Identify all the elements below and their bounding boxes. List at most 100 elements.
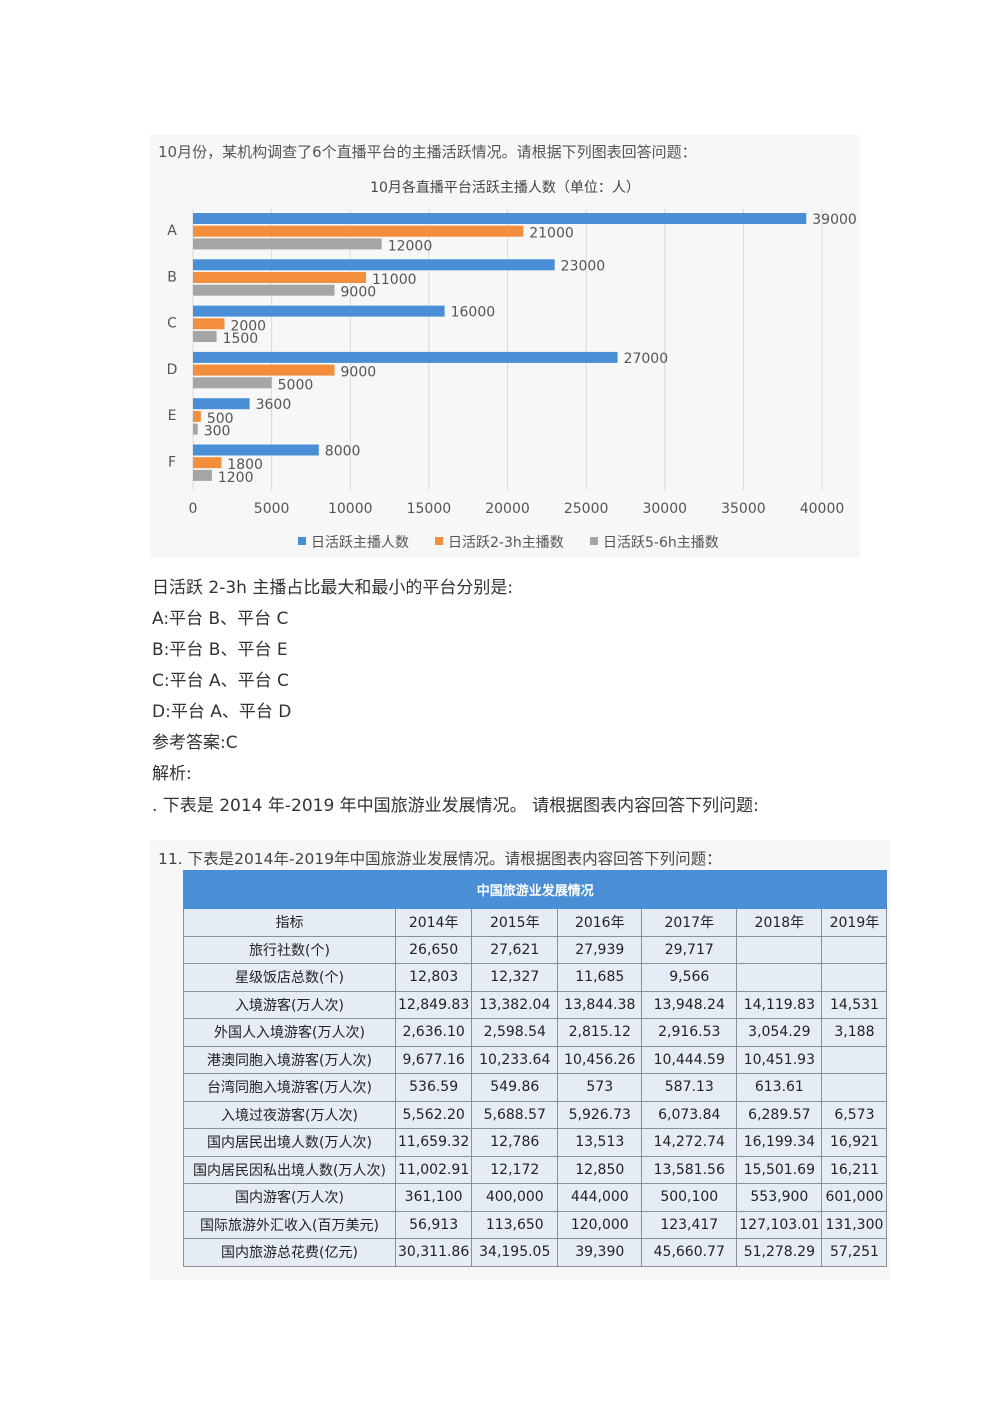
data-label: 23000 xyxy=(561,258,606,274)
table-cell xyxy=(736,963,823,992)
tourism-table: 中国旅游业发展情况 指标 2014年 2015年 2016年 2017年 2018年 201… xyxy=(182,870,888,1267)
table-cell xyxy=(821,1045,888,1074)
table-cell: 13,513 xyxy=(557,1128,643,1157)
table-cell xyxy=(821,963,888,992)
table-cell: 361,100 xyxy=(394,1183,473,1212)
table-cell: 500,100 xyxy=(641,1183,738,1212)
row-label: 国内居民因私出境人数(万人次) xyxy=(183,1155,396,1184)
table-cell: 13,844.38 xyxy=(557,990,643,1019)
table-row: 旅行社数(个) 26,650 27,621 27,939 29,717 xyxy=(183,935,888,964)
table-cell: 27,621 xyxy=(471,935,559,964)
data-label: 300 xyxy=(204,424,231,440)
table-cell: 14,272.74 xyxy=(641,1128,738,1157)
table-cell: 601,000 xyxy=(821,1183,888,1212)
table-cell: 11,002.91 xyxy=(394,1155,473,1184)
bar-B-series1 xyxy=(193,259,555,271)
table-cell: 10,451.93 xyxy=(736,1045,823,1074)
table-row: 国际旅游外汇收入(百万美元) 56,913 113,650 120,000 123,41… xyxy=(183,1210,888,1239)
data-label: 1500 xyxy=(223,331,259,347)
table-cell: 12,172 xyxy=(471,1155,559,1184)
table-row: 国内居民出境人数(万人次) 11,659.32 12,786 13,513 14,272… xyxy=(183,1128,888,1157)
table-cell: 2,636.10 xyxy=(394,1018,473,1047)
data-label: 16000 xyxy=(451,305,496,321)
table-question-intro: 11. 下表是2014年-2019年中国旅游业发展情况。请根据图表内容回答下列问… xyxy=(158,850,722,868)
x-tick-label: 15000 xyxy=(407,501,452,517)
table-row: 国内游客(万人次) 361,100 400,000 444,000 500,100 553… xyxy=(183,1183,888,1212)
table-cell: 536.59 xyxy=(394,1073,473,1102)
table-cell: 13,382.04 xyxy=(471,990,559,1019)
table-header-row: 指标 2014年 2015年 2016年 2017年 2018年 2019年 xyxy=(183,908,888,937)
column-header: 2018年 xyxy=(736,908,823,937)
chart-title: 10月各直播平台活跃主播人数（单位：人） xyxy=(370,179,640,196)
table-cell: 5,926.73 xyxy=(557,1100,643,1129)
table-cell: 12,786 xyxy=(471,1128,559,1157)
table-row: 台湾同胞入境游客(万人次) 536.59 549.86 573 587.13 613.61 xyxy=(183,1073,888,1102)
table-cell: 12,849.83 xyxy=(394,990,473,1019)
bar-C-series2 xyxy=(193,318,225,330)
row-label: 台湾同胞入境游客(万人次) xyxy=(183,1073,396,1102)
legend-label: 日活跃主播人数 xyxy=(311,535,409,551)
row-label: 入境过夜游客(万人次) xyxy=(183,1100,396,1129)
bar-E-series2 xyxy=(193,410,201,422)
data-label: 27000 xyxy=(624,351,669,367)
table-cell: 10,444.59 xyxy=(641,1045,738,1074)
legend-swatch xyxy=(590,537,598,545)
row-label: 港澳同胞入境游客(万人次) xyxy=(183,1045,396,1074)
x-tick-label: 20000 xyxy=(485,501,530,517)
column-header: 2014年 xyxy=(394,908,473,937)
table-title: 中国旅游业发展情况 xyxy=(182,870,888,909)
table-cell: 2,815.12 xyxy=(557,1018,643,1047)
table-cell: 9,566 xyxy=(641,963,738,992)
table-cell xyxy=(736,935,823,964)
table-cell: 13,581.56 xyxy=(641,1155,738,1184)
table-row: 星级饭店总数(个) 12,803 12,327 11,685 9,566 xyxy=(183,963,888,992)
bar-F-series2 xyxy=(193,457,222,469)
bar-C-series3 xyxy=(193,331,217,342)
table-cell: 29,717 xyxy=(641,935,738,964)
table-cell: 10,456.26 xyxy=(557,1045,643,1074)
bar-D-series2 xyxy=(193,364,335,376)
table-cell: 113,650 xyxy=(471,1210,559,1239)
table-cell: 444,000 xyxy=(557,1183,643,1212)
data-label: 12000 xyxy=(388,238,433,254)
table-cell: 127,103.01 xyxy=(736,1210,823,1239)
table-cell: 12,327 xyxy=(471,963,559,992)
legend-swatch xyxy=(298,537,306,545)
x-tick-label: 10000 xyxy=(328,501,373,517)
category-label: A xyxy=(167,223,177,239)
data-label: 2000 xyxy=(230,318,266,334)
bar-F-series3 xyxy=(193,469,212,481)
row-label: 国内旅游总花费(亿元) xyxy=(183,1238,396,1267)
table-cell: 45,660.77 xyxy=(641,1238,738,1267)
chart-question-intro: 10月份，某机构调查了6个直播平台的主播活跃情况。请根据下列图表回答问题： xyxy=(158,143,697,161)
table-cell: 573 xyxy=(557,1073,643,1102)
table-cell: 9,677.16 xyxy=(394,1045,473,1074)
table-cell: 27,939 xyxy=(557,935,643,964)
category-label: C xyxy=(167,316,177,332)
column-header: 2016年 xyxy=(557,908,643,937)
table-cell: 131,300 xyxy=(821,1210,888,1239)
table-cell xyxy=(821,1073,888,1102)
analysis-label: 解析: xyxy=(152,764,192,784)
table-row: 国内旅游总花费(亿元) 30,311.86 34,195.05 39,390 45,66… xyxy=(183,1238,888,1267)
table-cell: 3,054.29 xyxy=(736,1018,823,1047)
option-a: A:平台 B、平台 C xyxy=(152,609,289,629)
table-cell: 2,916.53 xyxy=(641,1018,738,1047)
bar-B-series2 xyxy=(193,272,366,283)
bar-E-series3 xyxy=(193,423,198,435)
data-label: 3600 xyxy=(256,397,292,413)
bar-F-series1 xyxy=(193,444,319,456)
data-label: 39000 xyxy=(812,212,857,228)
table-cell: 6,289.57 xyxy=(736,1100,823,1129)
option-b: B:平台 B、平台 E xyxy=(152,640,288,660)
category-label: E xyxy=(168,408,177,424)
table-cell: 39,390 xyxy=(557,1238,643,1267)
table-cell: 30,311.86 xyxy=(394,1238,473,1267)
row-label: 旅行社数(个) xyxy=(183,935,396,964)
table-cell: 613.61 xyxy=(736,1073,823,1102)
column-header: 指标 xyxy=(183,908,396,937)
category-label: B xyxy=(167,269,177,285)
question-stem: 日活跃 2-3h 主播占比最大和最小的平台分别是: xyxy=(152,578,514,598)
data-label: 1200 xyxy=(218,470,254,486)
